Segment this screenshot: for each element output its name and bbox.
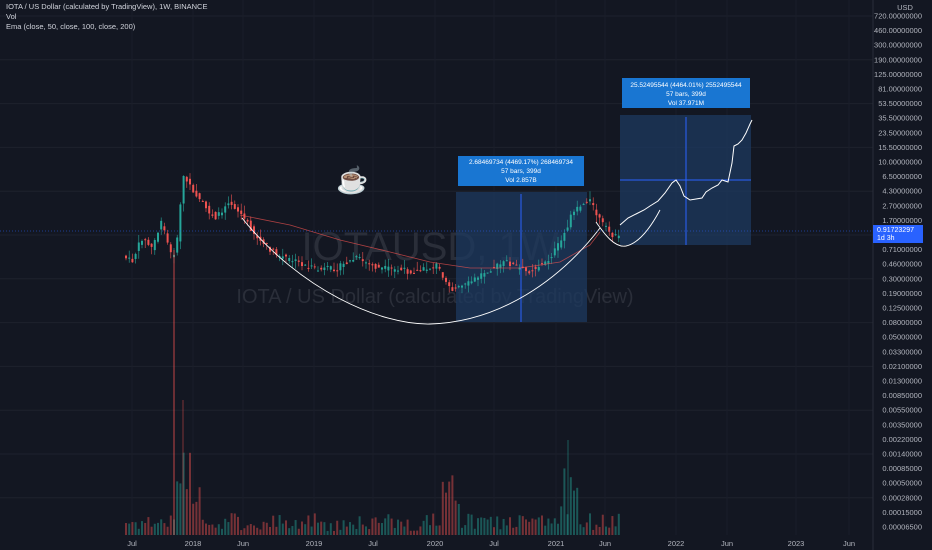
time-tick-label: 2022 bbox=[668, 539, 685, 548]
time-tick-label: Jun bbox=[599, 539, 611, 548]
price-tick-label: 0.08000000 bbox=[882, 318, 922, 327]
measure-label-2 bbox=[622, 78, 750, 108]
price-tick-label: 0.30000000 bbox=[882, 274, 922, 283]
time-tick-label: Jul bbox=[489, 539, 499, 548]
price-axis-unit: USD bbox=[897, 3, 913, 12]
price-tick-label: 300.00000000 bbox=[874, 41, 922, 50]
price-tick-label: 0.00550000 bbox=[882, 406, 922, 415]
time-axis[interactable]: Jul 2018 Jun 2019 Jul 2020 Jul 2021 Jun 2022 Jun 20… bbox=[127, 539, 855, 548]
price-tick-label: 0.00006500 bbox=[882, 523, 922, 532]
current-price-value: 0.91723297 bbox=[877, 227, 914, 234]
price-tick-label: 460.00000000 bbox=[874, 26, 922, 35]
handle-curve bbox=[595, 209, 661, 247]
time-tick-label: Jul bbox=[127, 539, 137, 548]
price-tick-label: 0.00085000 bbox=[882, 464, 922, 473]
price-tick-label: 125.00000000 bbox=[874, 70, 922, 79]
candles bbox=[125, 173, 620, 535]
price-tick-label: 2.70000000 bbox=[882, 201, 922, 210]
ema-line bbox=[239, 214, 601, 269]
price-tick-label: 0.46000000 bbox=[882, 260, 922, 269]
price-tick-label: 0.00028000 bbox=[882, 493, 922, 502]
price-tick-label: 0.00220000 bbox=[882, 435, 922, 444]
time-tick-label: Jun bbox=[237, 539, 249, 548]
price-tick-label: 0.00350000 bbox=[882, 420, 922, 429]
price-tick-label: 35.50000000 bbox=[878, 114, 922, 123]
price-tick-label: 6.50000000 bbox=[882, 172, 922, 181]
measure-label-2-line1: 25.52495544 (4464.01%) 2552495544 bbox=[630, 82, 742, 89]
current-price-countdown: 1d 3h bbox=[877, 235, 895, 242]
time-tick-label: Jun bbox=[843, 539, 855, 548]
projection-path bbox=[619, 119, 753, 226]
coffee-cup-icon: ☕ bbox=[336, 165, 369, 195]
time-tick-label: 2019 bbox=[306, 539, 323, 548]
price-tick-label: 0.71000000 bbox=[882, 245, 922, 254]
measure-label-2-line3: Vol 37.971M bbox=[668, 100, 704, 107]
measure-label-1-line1: 2.68469734 (4469.17%) 268469734 bbox=[469, 159, 573, 166]
price-tick-label: 0.03300000 bbox=[882, 347, 922, 356]
price-tick-label: 190.00000000 bbox=[874, 55, 922, 64]
price-tick-label: 81.00000000 bbox=[878, 85, 922, 94]
measure-label-1-line3: Vol 2.857B bbox=[505, 177, 536, 184]
price-tick-label: 0.05000000 bbox=[882, 333, 922, 342]
measure-label-1 bbox=[458, 156, 584, 186]
cup-curve bbox=[241, 217, 601, 325]
price-tick-label: 0.00050000 bbox=[882, 479, 922, 488]
time-tick-label: Jul bbox=[368, 539, 378, 548]
current-price-tag bbox=[873, 225, 923, 243]
price-tick-label: 0.01300000 bbox=[882, 377, 922, 386]
time-tick-label: 2020 bbox=[427, 539, 444, 548]
price-tick-label: 4.30000000 bbox=[882, 187, 922, 196]
chart-grid bbox=[0, 0, 874, 550]
price-tick-label: 0.00850000 bbox=[882, 391, 922, 400]
price-tick-label: 53.50000000 bbox=[878, 99, 922, 108]
time-tick-label: 2023 bbox=[788, 539, 805, 548]
price-tick-label: 0.12500000 bbox=[882, 304, 922, 313]
legend-title: IOTA / US Dollar (calculated by TradingV… bbox=[6, 2, 208, 11]
price-tick-label: 1.70000000 bbox=[882, 216, 922, 225]
price-tick-label: 0.00015000 bbox=[882, 508, 922, 517]
price-tick-label: 23.50000000 bbox=[878, 128, 922, 137]
price-tick-label: 0.00140000 bbox=[882, 450, 922, 459]
legend-vol: Vol bbox=[6, 12, 17, 21]
time-tick-label: 2018 bbox=[185, 539, 202, 548]
price-tick-label: 0.02100000 bbox=[882, 362, 922, 371]
volume-bars bbox=[125, 400, 620, 535]
time-tick-label: 2021 bbox=[548, 539, 565, 548]
price-tick-label: 10.00000000 bbox=[878, 158, 922, 167]
price-tick-label: 15.50000000 bbox=[878, 143, 922, 152]
measure-label-1-line2: 57 bars, 399d bbox=[501, 168, 541, 175]
price-tick-label: 720.00000000 bbox=[874, 12, 922, 21]
legend-ema: Ema (close, 50, close, 100, close, 200) bbox=[6, 22, 136, 31]
price-tick-label: 0.19000000 bbox=[882, 289, 922, 298]
price-axis[interactable]: 720.00000000 460.00000000 300.00000000 190.… bbox=[874, 12, 922, 532]
chart-legend: IOTA / US Dollar (calculated by TradingV… bbox=[6, 2, 207, 32]
time-tick-label: Jun bbox=[721, 539, 733, 548]
measure-label-2-line2: 57 bars, 399d bbox=[666, 91, 706, 98]
